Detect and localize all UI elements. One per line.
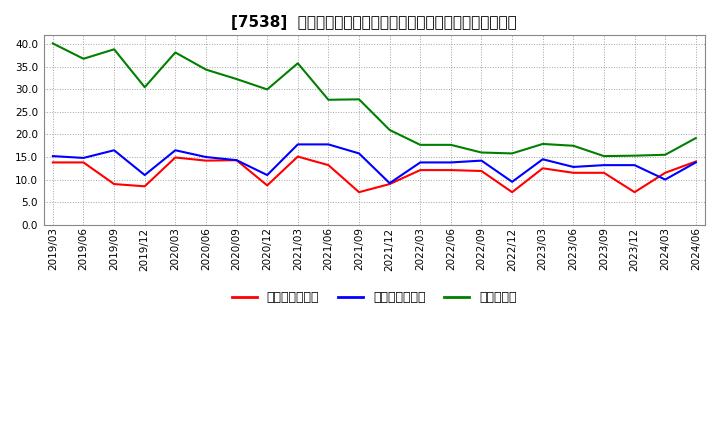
Legend: 売上債権回転率, 買入債務回転率, 在庫回転率: 売上債権回転率, 買入債務回転率, 在庫回転率 bbox=[227, 286, 522, 309]
Title: [7538]  売上債権回転率、買入債務回転率、在庫回転率の推移: [7538] 売上債権回転率、買入債務回転率、在庫回転率の推移 bbox=[231, 15, 517, 30]
